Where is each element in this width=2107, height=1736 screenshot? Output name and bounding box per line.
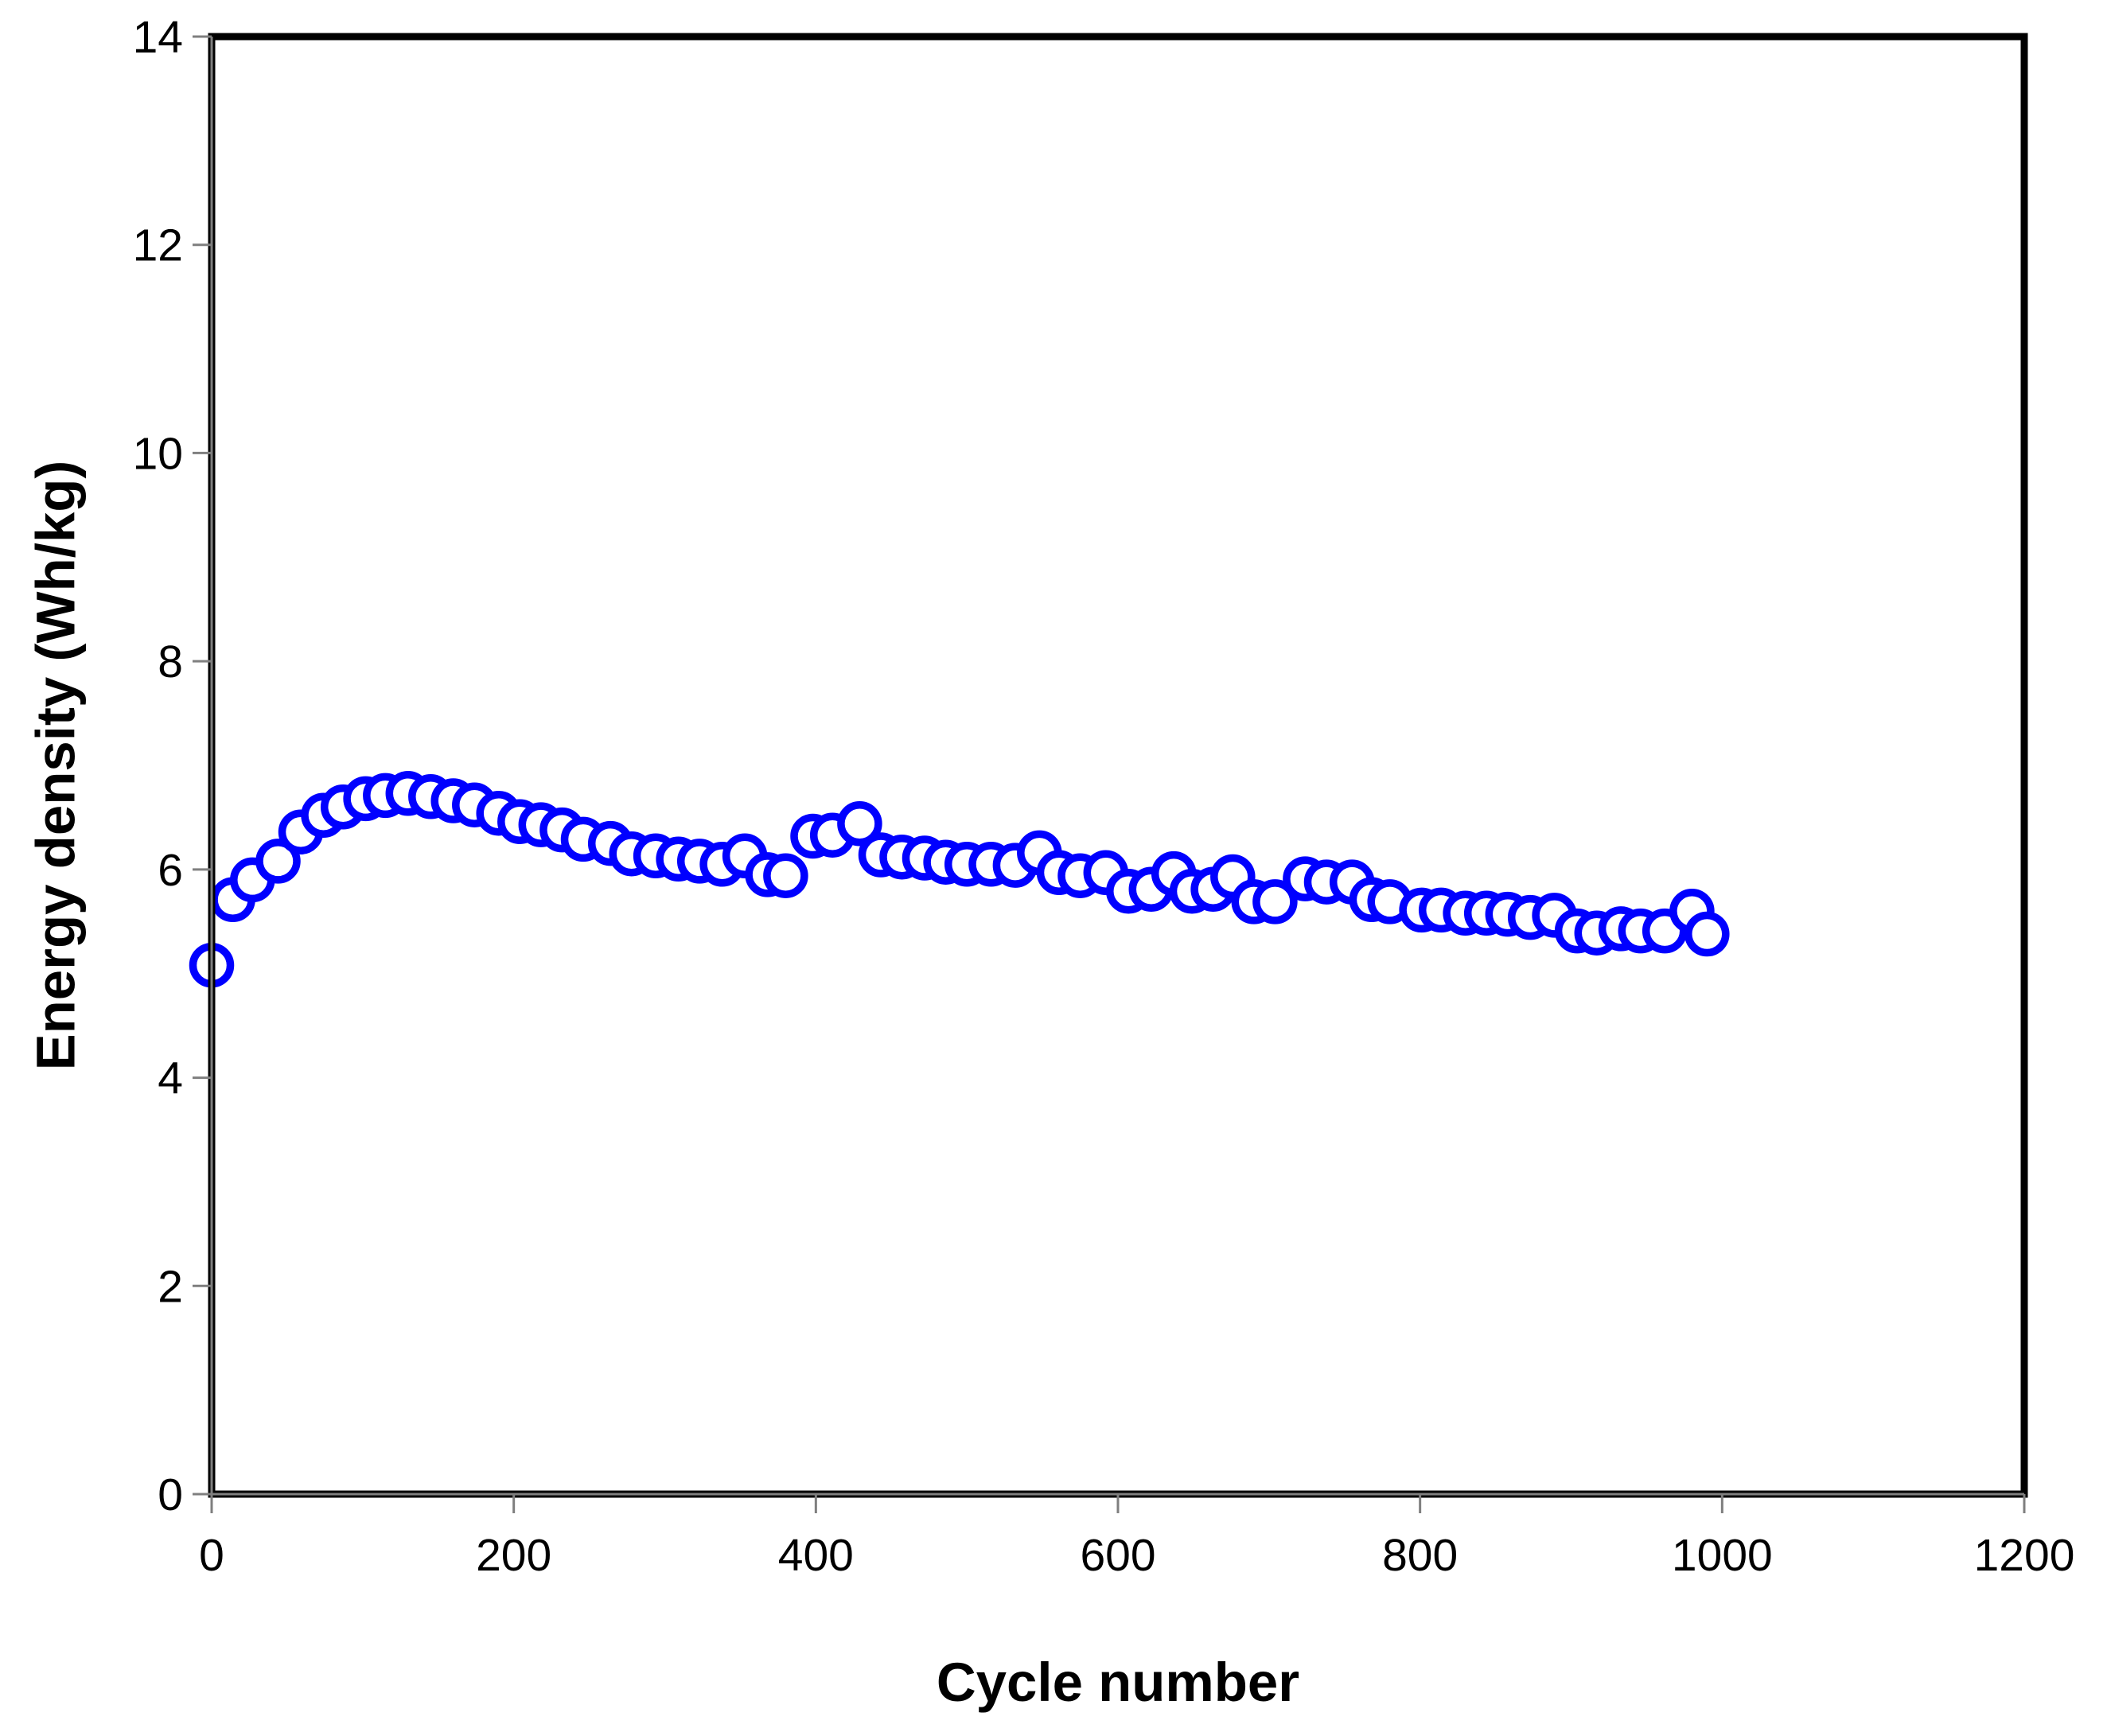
- data-point: [763, 853, 808, 898]
- y-tick-label: 12: [133, 220, 183, 271]
- y-axis-title: Energy density (Wh/kg): [25, 460, 87, 1071]
- y-tick-label: 2: [158, 1261, 183, 1312]
- data-point: [1252, 879, 1298, 924]
- plot-border: [208, 33, 2028, 1498]
- x-tick-label: 1000: [1672, 1530, 1773, 1581]
- y-axis-title-area: Energy density (Wh/kg): [0, 37, 111, 1494]
- y-tick-label: 6: [158, 845, 183, 896]
- data-point: [1684, 911, 1730, 957]
- y-tick-label: 10: [133, 428, 183, 479]
- x-tick-label: 0: [199, 1530, 224, 1581]
- x-tick-label: 600: [1080, 1530, 1155, 1581]
- x-tick-label: 1200: [1974, 1530, 2075, 1581]
- data-point: [255, 839, 301, 884]
- y-tick-label: 14: [133, 12, 183, 63]
- y-tick-label: 8: [158, 636, 183, 687]
- x-tick-label: 800: [1382, 1530, 1458, 1581]
- y-tick-label: 4: [158, 1053, 183, 1104]
- x-tick-label: 400: [778, 1530, 854, 1581]
- data-point: [837, 801, 882, 847]
- y-tick-label: 0: [158, 1469, 183, 1520]
- x-tick-label: 200: [476, 1530, 551, 1581]
- x-axis-title: Cycle number: [936, 1652, 1300, 1713]
